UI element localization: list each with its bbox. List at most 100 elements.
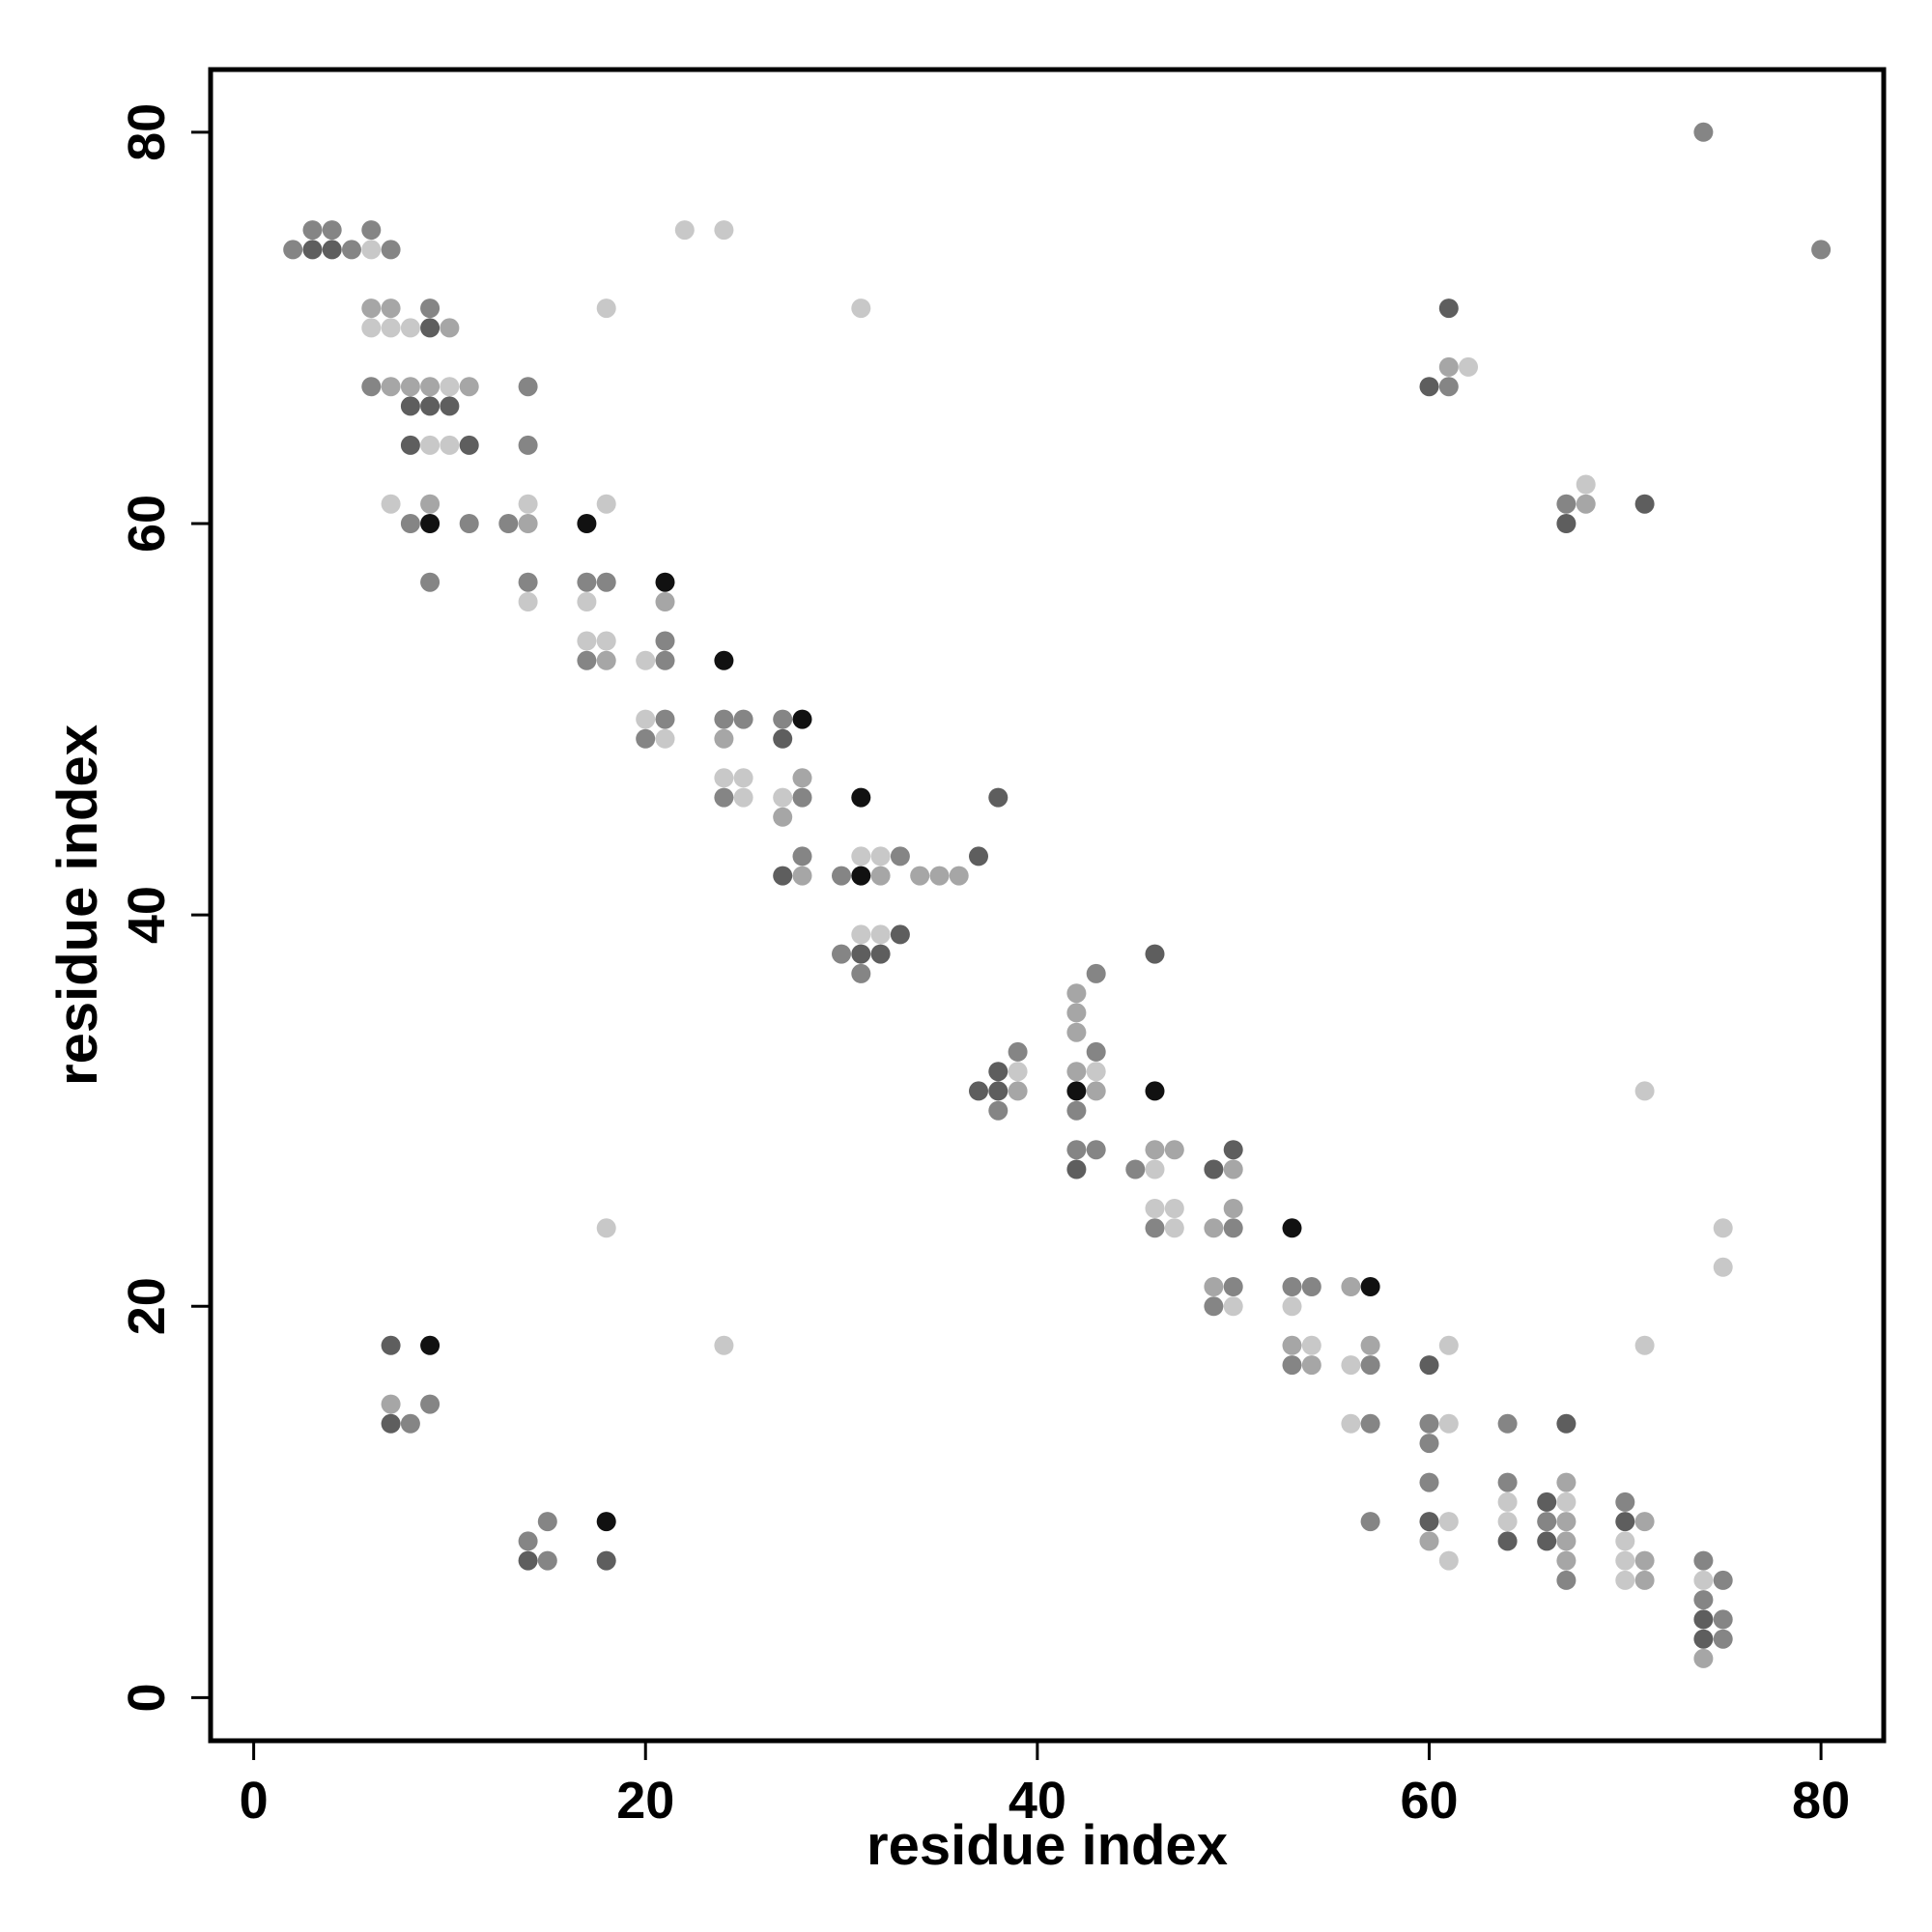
data-point xyxy=(1713,1609,1733,1630)
data-point xyxy=(792,768,812,788)
data-point xyxy=(714,220,734,241)
data-point xyxy=(1223,1218,1243,1238)
data-point xyxy=(733,787,753,808)
data-point xyxy=(1615,1550,1635,1571)
data-point xyxy=(1693,1590,1714,1610)
data-point xyxy=(1301,1277,1321,1296)
data-point xyxy=(1223,1159,1243,1179)
data-point xyxy=(1576,474,1596,495)
data-point xyxy=(361,318,382,338)
data-point xyxy=(851,963,871,983)
data-point xyxy=(1301,1335,1321,1355)
data-point xyxy=(1634,1335,1655,1355)
data-point xyxy=(518,514,538,533)
data-point xyxy=(733,768,753,788)
data-point xyxy=(969,846,988,867)
data-point xyxy=(498,514,519,533)
data-point xyxy=(1145,1159,1165,1179)
data-point xyxy=(851,298,871,319)
data-point xyxy=(733,709,753,729)
data-point xyxy=(518,592,538,611)
x-tick-label: 80 xyxy=(1792,1772,1850,1830)
data-point xyxy=(1693,1570,1714,1590)
data-point xyxy=(420,377,440,397)
data-point xyxy=(596,1218,616,1238)
data-point xyxy=(870,924,891,945)
data-point xyxy=(1438,1550,1459,1571)
data-point xyxy=(420,435,440,455)
data-point xyxy=(1145,1140,1165,1160)
data-point xyxy=(890,846,910,867)
data-point xyxy=(1634,494,1655,514)
data-point xyxy=(1713,1570,1733,1590)
data-point xyxy=(400,435,420,455)
data-point xyxy=(1634,1570,1655,1590)
data-point xyxy=(714,728,734,749)
data-point xyxy=(302,240,323,260)
data-point xyxy=(361,240,382,260)
y-axis: 0 20 40 60 80 xyxy=(118,103,213,1712)
data-point xyxy=(1066,1140,1087,1160)
data-point xyxy=(577,631,597,651)
data-point xyxy=(596,298,616,319)
data-point xyxy=(283,240,303,260)
data-point xyxy=(1086,1041,1106,1062)
data-point xyxy=(420,494,440,514)
data-point xyxy=(342,240,361,260)
data-point xyxy=(1556,1550,1577,1571)
data-point xyxy=(1419,1434,1439,1454)
data-point xyxy=(988,1100,1009,1121)
data-point xyxy=(655,572,675,592)
data-point xyxy=(1008,1041,1028,1062)
data-point xyxy=(851,866,871,886)
data-point xyxy=(577,514,597,533)
data-point xyxy=(420,1335,440,1355)
data-point xyxy=(1341,1413,1361,1434)
data-point xyxy=(361,377,382,397)
data-point xyxy=(929,866,950,886)
data-point xyxy=(1145,1081,1165,1101)
data-point xyxy=(1086,1062,1106,1082)
data-point xyxy=(1419,377,1439,397)
data-point xyxy=(420,318,440,338)
data-point xyxy=(381,1335,401,1355)
data-point xyxy=(1360,1413,1380,1434)
data-point xyxy=(870,866,891,886)
data-point xyxy=(596,650,616,670)
data-point xyxy=(1537,1512,1557,1532)
data-point xyxy=(851,846,871,867)
data-point xyxy=(381,377,401,397)
data-point xyxy=(1556,1472,1577,1492)
data-point xyxy=(1282,1218,1302,1238)
data-point xyxy=(1419,1472,1439,1492)
data-point xyxy=(1693,1609,1714,1630)
data-point xyxy=(1438,1413,1459,1434)
data-point xyxy=(1556,1531,1577,1551)
data-point xyxy=(420,396,440,416)
x-tick-label: 40 xyxy=(1009,1772,1066,1830)
data-point xyxy=(1066,1081,1087,1101)
data-point xyxy=(714,709,734,729)
data-point xyxy=(518,1550,538,1571)
data-point xyxy=(1066,1159,1087,1179)
data-point xyxy=(1556,1492,1577,1512)
data-point xyxy=(1204,1159,1224,1179)
data-point xyxy=(518,494,538,514)
data-point xyxy=(1497,1512,1518,1532)
data-point xyxy=(1066,1062,1087,1082)
data-point xyxy=(1066,1022,1087,1042)
data-point xyxy=(832,944,851,964)
x-tick-label: 0 xyxy=(240,1772,269,1830)
data-point xyxy=(1164,1140,1184,1160)
data-point xyxy=(596,631,616,651)
data-point xyxy=(459,514,479,533)
data-point xyxy=(400,514,420,533)
data-point xyxy=(1086,963,1106,983)
data-point xyxy=(1693,1550,1714,1571)
data-point xyxy=(1341,1277,1361,1296)
data-point xyxy=(1301,1355,1321,1376)
data-point xyxy=(1713,1218,1733,1238)
data-point xyxy=(1615,1531,1635,1551)
data-point xyxy=(1341,1355,1361,1376)
data-point xyxy=(1811,240,1832,260)
